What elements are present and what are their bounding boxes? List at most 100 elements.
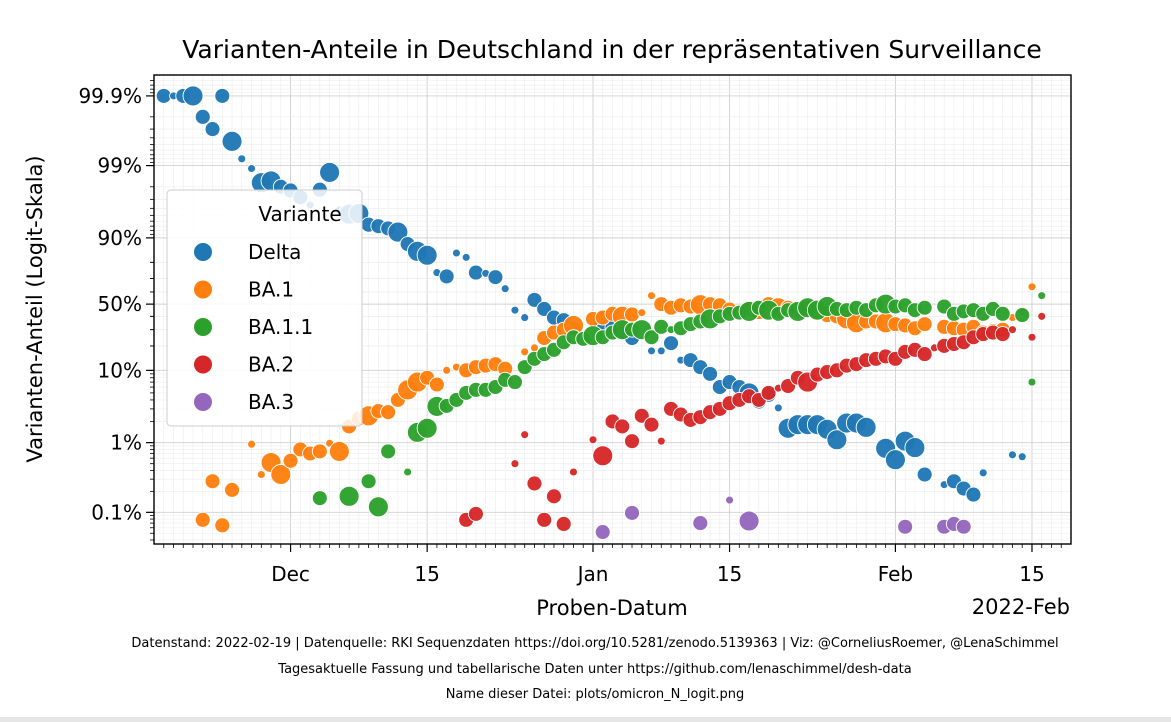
data-point-ba-1-1 xyxy=(367,496,389,518)
data-point-ba-1-1 xyxy=(380,443,397,460)
data-point-ba-1 xyxy=(270,464,292,485)
data-point-ba-1-1 xyxy=(1037,291,1047,301)
data-point-delta xyxy=(978,468,988,478)
y-tick-label: 50% xyxy=(98,292,142,316)
chart-title: Varianten-Anteile in Deutschland in der … xyxy=(182,35,1041,64)
data-point-delta xyxy=(1017,452,1027,462)
data-point-delta xyxy=(855,416,877,438)
data-point-delta xyxy=(526,291,543,308)
data-point-delta xyxy=(500,284,510,294)
data-point-ba-2 xyxy=(546,488,562,505)
data-point-ba-1-1 xyxy=(994,305,1011,322)
data-point-ba-1 xyxy=(311,443,328,460)
data-point-delta xyxy=(884,449,906,471)
bottom-strip xyxy=(0,717,1171,722)
y-tick-label: 10% xyxy=(98,358,142,382)
data-point-delta xyxy=(663,335,679,352)
data-point-ba-1-1 xyxy=(311,490,328,507)
data-point-delta xyxy=(487,269,504,286)
data-point-delta xyxy=(214,87,231,104)
data-point-ba-1-1 xyxy=(1014,307,1031,324)
data-point-delta xyxy=(1008,450,1017,460)
data-point-ba-1 xyxy=(624,306,640,323)
data-point-ba-2 xyxy=(1008,325,1017,335)
x-axis-label: Proben-Datum xyxy=(536,596,688,620)
data-point-delta xyxy=(194,108,211,125)
data-point-ba-2 xyxy=(536,511,553,528)
data-point-delta xyxy=(451,248,461,258)
legend-marker-ba-1-1 xyxy=(194,318,212,336)
data-point-ba-2 xyxy=(1037,311,1047,321)
axes: Dec 15 Jan 15 Feb 15 0.1% 1% 10% 50% 90% 99% 99.9% xyxy=(78,80,1062,586)
legend-label-ba-1-1: BA.1.1 xyxy=(248,315,313,339)
data-point-ba-2 xyxy=(994,326,1011,343)
data-point-ba-2 xyxy=(614,418,631,435)
data-point-ba-1-1 xyxy=(1027,377,1037,387)
data-point-ba-1-1 xyxy=(643,329,660,346)
data-point-ba-1-1 xyxy=(653,318,670,335)
legend-label-ba-1: BA.1 xyxy=(248,278,294,302)
x-tick-label: Dec xyxy=(271,562,310,586)
data-point-ba-1-1 xyxy=(403,467,413,477)
data-point-ba-1 xyxy=(214,517,231,534)
footer-line-1: Datenstand: 2022-02-19 | Datenquelle: RK… xyxy=(131,636,1058,651)
data-point-delta xyxy=(247,164,257,173)
data-point-ba-1 xyxy=(256,470,266,479)
y-tick-label: 90% xyxy=(98,226,142,250)
legend: Variante Delta BA.1 BA.1.1 BA.2 BA.3 xyxy=(166,189,363,427)
data-point-ba-1 xyxy=(442,365,452,375)
legend-title: Variante xyxy=(258,202,341,226)
data-point-delta xyxy=(461,252,471,262)
data-point-ba-3 xyxy=(738,510,760,532)
data-point-ba-3 xyxy=(897,518,914,535)
data-point-delta xyxy=(647,346,656,356)
data-point-ba-2 xyxy=(569,467,578,477)
data-point-ba-2 xyxy=(656,436,666,446)
legend-label-ba-2: BA.2 xyxy=(248,353,294,377)
data-point-ba-1 xyxy=(282,452,299,469)
legend-marker-ba-2 xyxy=(194,355,212,374)
data-point-ba-2 xyxy=(520,430,530,440)
data-point-ba-1 xyxy=(224,481,240,498)
data-point-delta xyxy=(520,313,530,323)
data-point-delta xyxy=(387,221,409,243)
x-tick-label: 15 xyxy=(414,562,439,586)
data-point-ba-2 xyxy=(555,516,572,532)
data-point-ba-2 xyxy=(467,505,484,522)
data-point-ba-1-1 xyxy=(416,417,438,439)
y-tick-label: 0.1% xyxy=(91,500,142,524)
data-point-ba-1-1 xyxy=(360,473,377,490)
data-point-delta xyxy=(965,486,982,503)
data-point-delta xyxy=(904,437,926,459)
data-point-delta xyxy=(773,403,783,413)
y-tick-label: 99% xyxy=(98,154,142,178)
data-point-delta xyxy=(237,154,247,164)
data-point-ba-3 xyxy=(624,504,640,521)
data-point-ba-1 xyxy=(380,404,397,421)
data-point-delta xyxy=(467,264,484,281)
footer-line-2: Tagesaktuelle Fassung und tabellarische … xyxy=(277,662,911,677)
x-tick-label: 15 xyxy=(1019,562,1044,586)
y-tick-label: 1% xyxy=(110,431,142,455)
data-point-ba-2 xyxy=(760,384,777,401)
data-point-ba-3 xyxy=(955,518,972,535)
data-point-ba-1 xyxy=(1027,282,1037,292)
data-point-ba-2 xyxy=(624,433,640,450)
data-point-ba-1 xyxy=(520,347,530,357)
footer-line-3: Name dieser Datei: plots/omicron_N_logit… xyxy=(446,687,745,702)
data-point-ba-2 xyxy=(643,416,660,433)
data-point-ba-3 xyxy=(725,495,735,505)
legend-marker-delta xyxy=(194,243,212,261)
data-point-ba-2 xyxy=(1027,332,1037,342)
legend-marker-ba-1 xyxy=(194,280,212,299)
data-point-delta xyxy=(702,365,719,382)
data-point-ba-1 xyxy=(647,291,656,301)
y-tick-label: 99.9% xyxy=(78,84,142,108)
y-axis-label: Varianten-Anteil (Logit-Skala) xyxy=(23,155,47,462)
legend-items: Delta BA.1 BA.1.1 BA.2 BA.3 xyxy=(194,240,313,414)
data-point-ba-1-1 xyxy=(916,299,933,316)
data-point-delta xyxy=(182,85,204,107)
data-point-delta xyxy=(221,130,243,152)
data-point-delta xyxy=(826,429,848,451)
